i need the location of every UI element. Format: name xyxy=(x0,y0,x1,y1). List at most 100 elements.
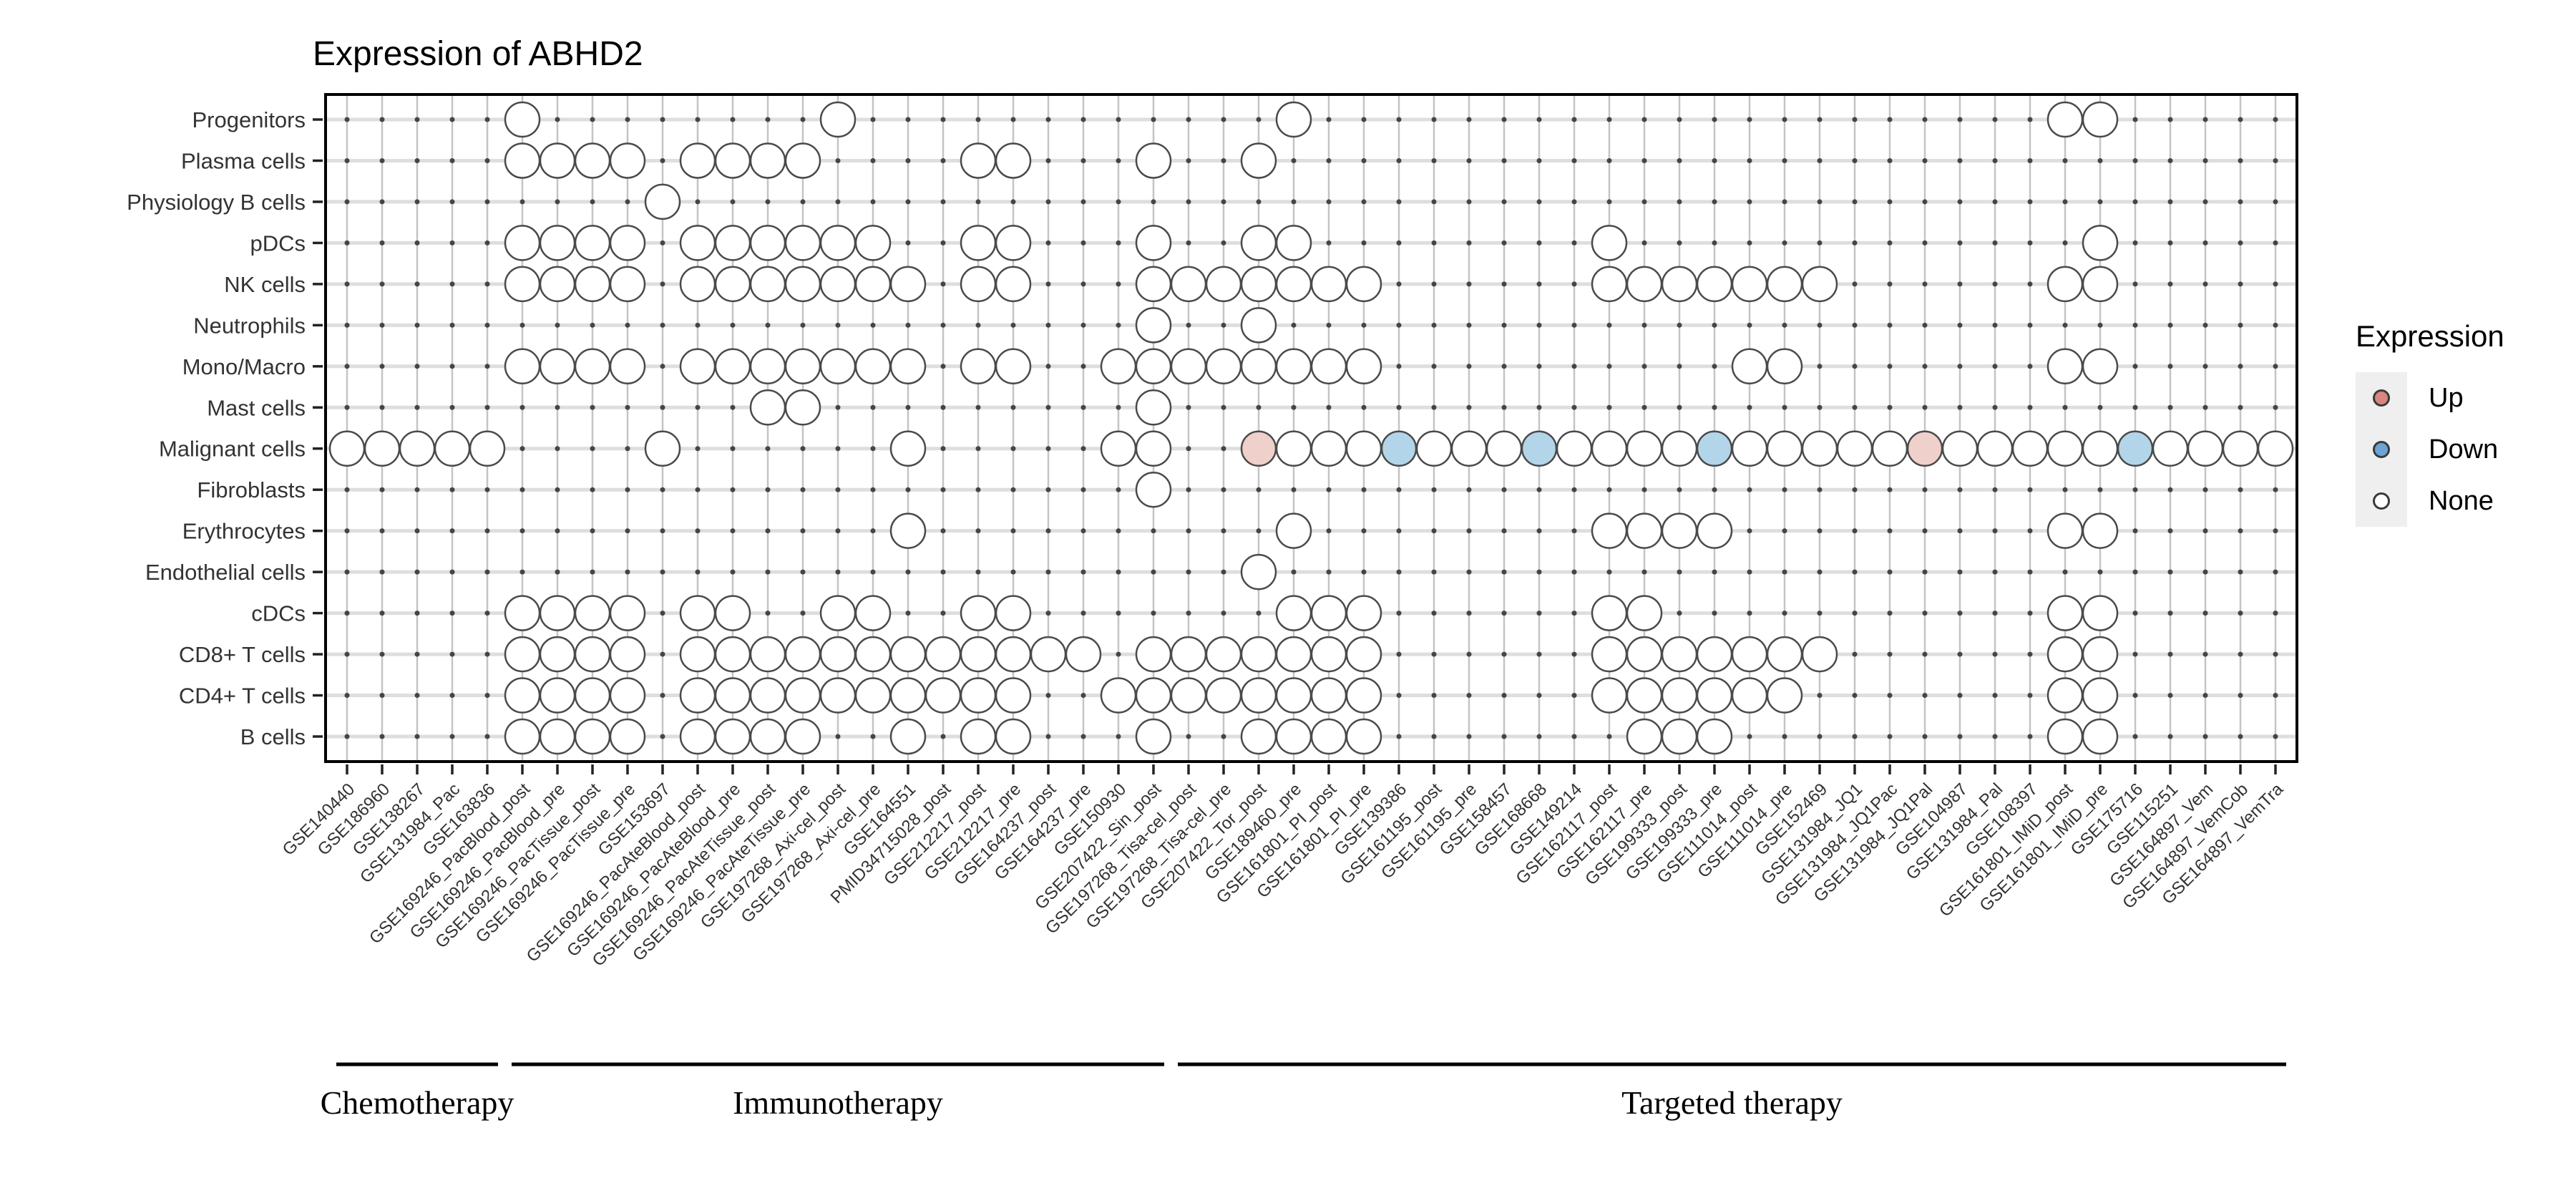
grid-point xyxy=(2167,651,2173,657)
grid-point xyxy=(1887,322,1893,328)
grid-point xyxy=(2238,364,2243,369)
grid-point xyxy=(1361,117,1367,122)
grid-point xyxy=(1747,611,1752,616)
grid-point xyxy=(1957,569,1963,575)
grid-point xyxy=(414,611,420,616)
grid-point xyxy=(1221,322,1226,328)
plot-border xyxy=(324,93,2298,763)
expression-dot-none xyxy=(995,348,1032,385)
expression-dot-none xyxy=(960,266,997,303)
expression-dot-none xyxy=(1731,266,1768,303)
expression-dot-none xyxy=(1731,677,1768,714)
grid-point xyxy=(484,651,490,657)
grid-point xyxy=(379,117,385,122)
grid-point xyxy=(1431,157,1437,163)
expression-dot-none xyxy=(609,266,646,303)
grid-point xyxy=(379,693,385,699)
grid-point xyxy=(2202,281,2208,287)
grid-point xyxy=(1782,487,1787,492)
expression-dot-none xyxy=(1696,677,1733,714)
grid-point xyxy=(1291,157,1297,163)
expression-dot-none xyxy=(924,677,962,714)
grid-point xyxy=(1186,487,1191,492)
grid-point xyxy=(1466,404,1472,410)
grid-point xyxy=(2273,404,2278,410)
grid-point xyxy=(2273,611,2278,616)
expression-dot-none xyxy=(539,595,576,631)
grid-point xyxy=(449,322,455,328)
grid-point xyxy=(1010,404,1016,410)
grid-point xyxy=(449,240,455,246)
grid-point xyxy=(1221,404,1226,410)
grid-point xyxy=(1396,528,1402,534)
y-axis-label: pDCs xyxy=(250,230,306,256)
grid-point xyxy=(1466,528,1472,534)
expression-dot-none xyxy=(819,225,857,261)
grid-point xyxy=(905,487,911,492)
grid-point xyxy=(344,528,350,534)
expression-dot-none xyxy=(854,595,892,631)
expression-dot-none xyxy=(1205,348,1242,385)
expression-dot-none xyxy=(1310,718,1347,755)
grid-point xyxy=(1852,693,1858,699)
expression-dot-none xyxy=(1345,266,1382,303)
grid-point xyxy=(1151,199,1156,205)
grid-point xyxy=(940,157,946,163)
grid-point xyxy=(414,693,420,699)
grid-point xyxy=(2097,322,2103,328)
grid-point xyxy=(1887,487,1893,492)
grid-point xyxy=(449,651,455,657)
grid-point xyxy=(1712,117,1717,122)
grid-point xyxy=(2062,240,2068,246)
grid-point xyxy=(2167,528,2173,534)
grid-point xyxy=(1817,322,1823,328)
grid-point xyxy=(1431,611,1437,616)
grid-point xyxy=(1992,199,1998,205)
grid-point xyxy=(1852,734,1858,739)
grid-point xyxy=(1677,199,1682,205)
grid-point xyxy=(1712,199,1717,205)
grid-point xyxy=(1116,651,1121,657)
grid-point xyxy=(1536,404,1542,410)
grid-point xyxy=(1186,446,1191,452)
grid-point xyxy=(2238,734,2243,739)
expression-dot-none xyxy=(2046,677,2084,714)
grid-point xyxy=(344,240,350,246)
expression-dot-none xyxy=(749,348,786,385)
grid-point xyxy=(940,446,946,452)
grid-point xyxy=(1641,364,1647,369)
grid-point xyxy=(590,569,595,575)
grid-point xyxy=(2273,322,2278,328)
grid-point xyxy=(449,693,455,699)
expression-dot-none xyxy=(1766,348,1803,385)
grid-point xyxy=(2273,569,2278,575)
grid-point xyxy=(1747,487,1752,492)
grid-point xyxy=(590,117,595,122)
grid-point xyxy=(730,446,736,452)
expression-dot-none xyxy=(679,142,716,179)
grid-point xyxy=(870,446,876,452)
expression-dot-none xyxy=(1275,512,1312,549)
expression-dot-none xyxy=(714,718,751,755)
grid-point xyxy=(625,528,630,534)
grid-point xyxy=(555,199,560,205)
expression-dot-none xyxy=(2082,595,2119,631)
grid-point xyxy=(1501,157,1507,163)
grid-point xyxy=(1712,611,1717,616)
expression-dot-none xyxy=(679,718,716,755)
expression-dot-none xyxy=(960,718,997,755)
grid-point xyxy=(1396,734,1402,739)
grid-point xyxy=(484,734,490,739)
grid-point xyxy=(835,528,841,534)
grid-point xyxy=(1571,199,1577,205)
grid-point xyxy=(2027,693,2033,699)
grid-point xyxy=(940,569,946,575)
grid-point xyxy=(1396,487,1402,492)
grid-point xyxy=(1957,404,1963,410)
grid-point xyxy=(379,322,385,328)
expression-dot-none xyxy=(889,512,927,549)
grid-point xyxy=(870,117,876,122)
grid-point xyxy=(1256,117,1262,122)
expression-dot-none xyxy=(504,636,541,673)
grid-point xyxy=(800,487,806,492)
